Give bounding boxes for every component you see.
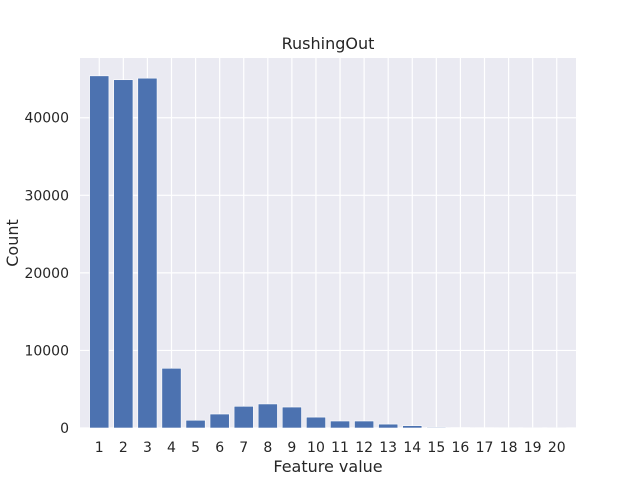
plot-area [80,58,576,428]
y-axis-label: Count [3,219,22,267]
x-tick-label: 17 [476,440,494,456]
bar [113,79,134,429]
y-tick-label: 0 [60,421,69,437]
x-tick-label: 20 [548,440,566,456]
bar [137,77,158,429]
x-tick-label: 19 [524,440,542,456]
bar [426,426,447,429]
grid-lines [80,58,576,429]
bar [281,406,302,429]
bar [185,419,206,429]
x-tick-label: 10 [307,440,325,456]
bar [233,405,254,429]
x-tick-label: 13 [379,440,397,456]
y-axis-ticks: 0 10000 20000 30000 40000 [24,111,69,437]
x-tick-label: 1 [95,440,104,456]
chart-title: RushingOut [282,34,375,53]
bar [378,423,399,429]
x-axis-label: Feature value [273,457,382,476]
y-tick-label: 40000 [24,111,69,127]
x-tick-label: 4 [167,440,176,456]
bar [354,420,375,429]
x-tick-label: 16 [452,440,470,456]
bar [161,367,182,429]
bar [257,403,278,429]
y-tick-label: 20000 [24,266,69,282]
bar [209,413,230,429]
x-tick-label: 9 [287,440,296,456]
x-tick-label: 6 [215,440,224,456]
bar [330,420,350,429]
x-tick-label: 5 [191,440,200,456]
y-tick-label: 10000 [24,343,69,359]
x-tick-label: 15 [427,440,445,456]
y-tick-label: 30000 [24,188,69,204]
bar [89,75,110,429]
x-tick-label: 3 [143,440,152,456]
bar-series [89,75,567,429]
x-tick-label: 14 [403,440,421,456]
bar [306,416,326,429]
x-tick-label: 7 [239,440,248,456]
bar [402,425,423,429]
x-tick-label: 8 [263,440,272,456]
x-axis-ticks: 1 2 3 4 5 6 7 8 9 10 11 12 13 14 15 16 17 18 19 20 [95,440,566,456]
x-tick-label: 2 [119,440,128,456]
x-tick-label: 11 [331,440,349,456]
x-tick-label: 18 [500,440,518,456]
x-tick-label: 12 [355,440,373,456]
